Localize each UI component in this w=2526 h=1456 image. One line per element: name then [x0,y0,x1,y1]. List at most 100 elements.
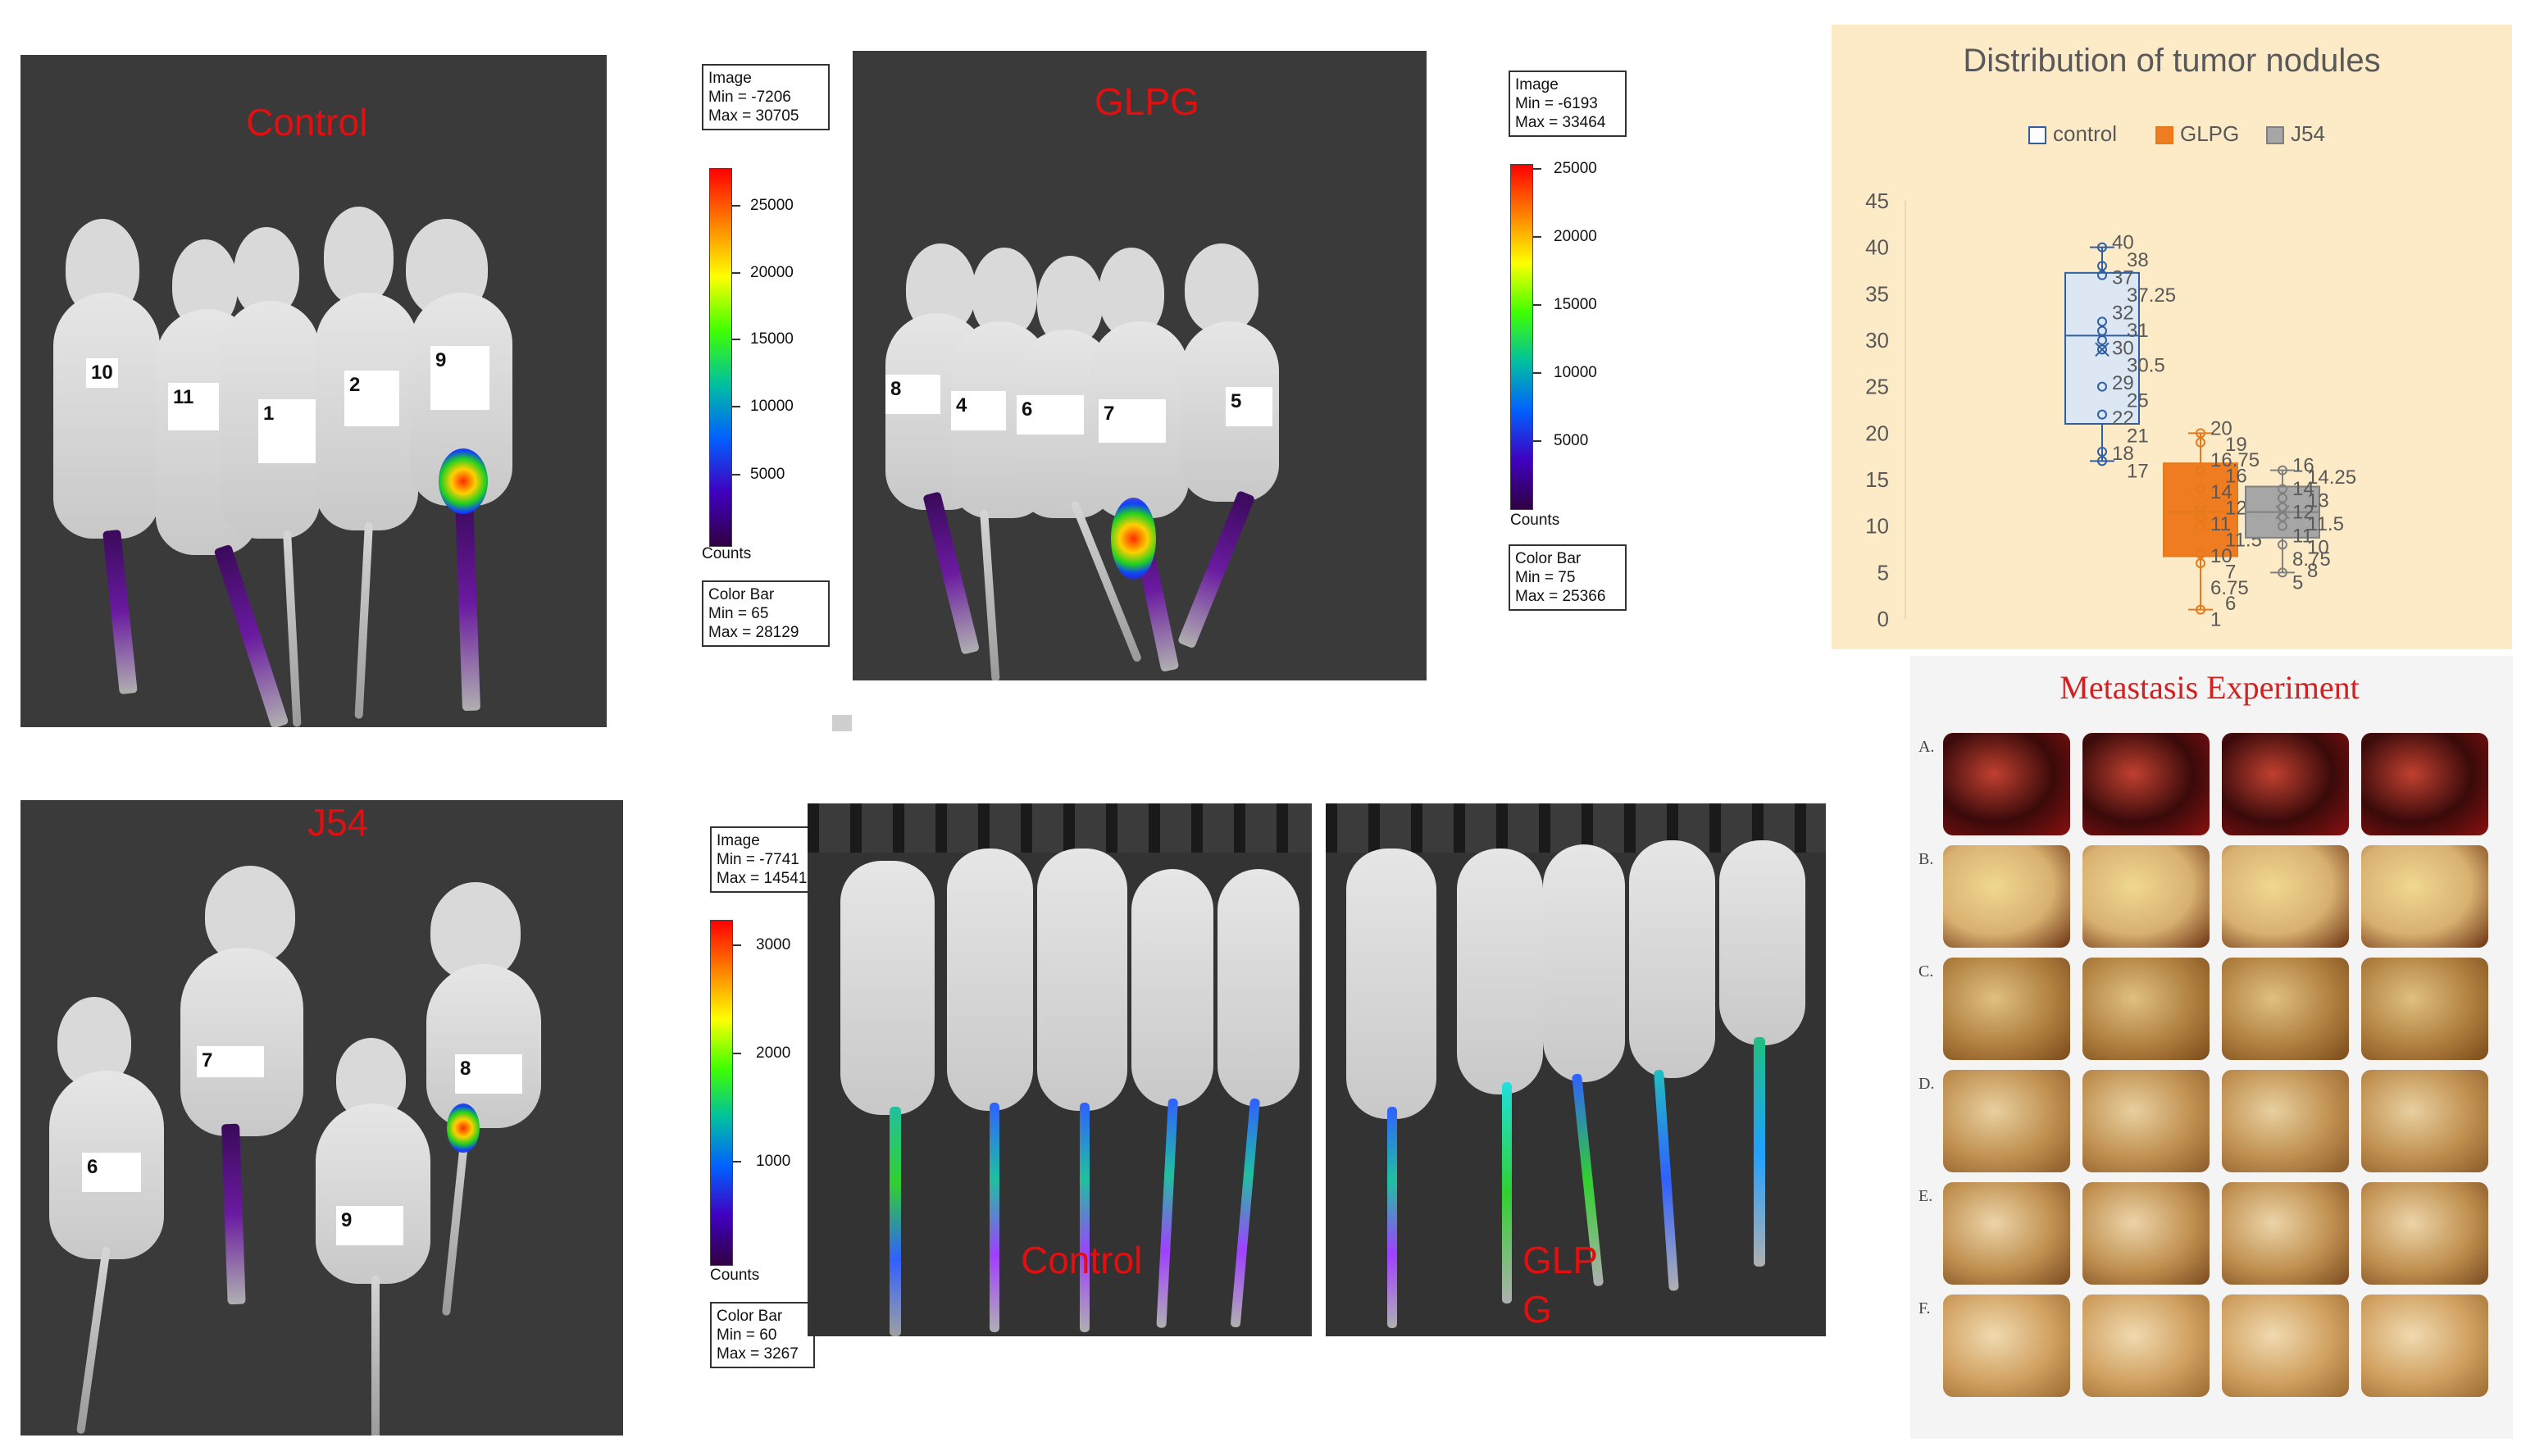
scale-tick-mark [1533,168,1541,170]
data-label: 32 [2112,302,2134,324]
image-range-line: Image [708,70,752,87]
scale-tick-label: 25000 [750,197,794,214]
mouse-tail [922,491,981,655]
mouse-tail [354,521,373,719]
lung-specimen-photo [2222,958,2349,1060]
data-point [2097,335,2107,345]
data-label: 19 [2225,434,2247,456]
image-range-box: Image Min = -7206 Max = 30705 [702,64,830,130]
data-label: 11.5 [2307,513,2344,535]
data-point [2196,484,2205,494]
mouse-body [1629,840,1715,1078]
lung-specimen-photo [1943,1182,2070,1285]
scale-tick-label: 15000 [1554,296,1597,313]
lung-specimen-photo [1943,733,2070,835]
glpg-lowsignal-panel: GLP G [1326,803,1826,1336]
scale-tick-label: 2000 [756,1044,791,1062]
glpg-panel-title: GLPG [1095,80,1199,123]
data-point [2196,437,2205,448]
lung-specimen-photo [1943,1294,2070,1397]
scale-tick-mark [732,205,740,207]
scale-tick-mark [733,1161,741,1163]
mouse-id-label: 6 [1017,395,1084,435]
mouse-tail [1156,1098,1178,1328]
scale-tick-mark [1533,236,1541,238]
y-tick-label: 30 [1865,328,1889,353]
mouse-id-label: 9 [336,1206,403,1245]
data-label: 11 [2210,513,2231,535]
mouse-body [426,964,541,1128]
scale-tick-label: 10000 [750,398,794,415]
color-scale-bar [1510,164,1533,510]
lung-specimen-photo [2082,733,2210,835]
scale-tick-label: 5000 [750,466,785,483]
data-label: 38 [2127,249,2149,271]
data-point [2196,604,2205,615]
data-label: 10 [2307,537,2329,559]
color-scale-bar [710,920,733,1266]
j54-imaging-panel: J54 6 7 9 8 [20,800,623,1436]
colorbar-range-line: Color Bar [1515,550,1582,567]
counts-label: Counts [702,545,752,562]
data-point [2097,456,2107,466]
tumor-nodules-chart: Distribution of tumor nodules control GL… [1832,25,2512,649]
lung-specimen-photo [2082,958,2210,1060]
lung-specimen-photo [2082,1294,2210,1397]
colorbar-range-line: Min = 60 [717,1326,777,1344]
mouse-tail [890,1107,901,1336]
mouse-id-label: 8 [455,1054,522,1094]
lung-specimen-photo [1943,958,2070,1060]
data-point [2097,409,2107,420]
bioluminescence-hotspot [439,448,488,514]
mouse-body [180,948,303,1136]
mouse-body [947,849,1033,1111]
data-label: 13 [2307,489,2329,512]
metastasis-photo-grid: A. B. C. D. E. F. [1910,730,2513,1435]
data-label: 5 [2292,571,2303,594]
data-point [2097,381,2107,392]
data-label: 12 [2225,498,2247,520]
data-label: 12 [2292,502,2314,524]
mouse-id-label: 6 [82,1153,141,1192]
data-point [2097,261,2107,271]
lung-specimen-photo [2082,1182,2210,1285]
box-glpg [2163,462,2238,557]
lung-specimen-photo [2222,733,2349,835]
scale-tick-mark [733,944,741,946]
legend-swatch-j54 [2266,126,2284,145]
data-label: 16.75 [2210,449,2260,471]
j54-panel-title: J54 [307,801,369,844]
scale-tick-mark [732,272,740,274]
data-point [2278,521,2287,531]
lung-specimen-photo [1943,845,2070,948]
legend-label-control: control [2053,121,2118,146]
data-label: 10 [2210,545,2232,567]
mouse-tail [980,509,1000,680]
scale-tick-label: 15000 [750,330,794,348]
data-point [2097,242,2107,253]
box-control [2064,271,2140,425]
mouse-tail [1502,1082,1512,1304]
mouse-id-label: 8 [885,375,940,414]
mouse-body [53,293,160,539]
data-label: 37 [2112,267,2134,289]
data-point [2278,503,2287,512]
row-label: E. [1918,1187,1933,1205]
data-point [2097,270,2107,280]
scale-tick-mark [732,406,740,407]
data-label: 22 [2112,407,2134,430]
data-label: 8 [2307,560,2318,582]
mouse-tail [371,1276,380,1436]
lung-specimen-photo [1943,1070,2070,1172]
lung-specimen-photo [2082,1070,2210,1172]
control-imaging-panel: Control 10 11 1 2 9 [20,55,607,727]
mouse-tail [990,1103,999,1332]
bioluminescence-hotspot [1111,498,1156,580]
data-label: 14.25 [2307,466,2356,489]
y-tick-label: 45 [1865,189,1889,213]
data-label: 17 [2127,460,2149,482]
image-range-line: Min = -7206 [708,89,791,106]
data-label: 16 [2225,466,2247,488]
lung-specimen-photo [2361,1294,2488,1397]
colorbar-range-line: Color Bar [717,1308,783,1325]
